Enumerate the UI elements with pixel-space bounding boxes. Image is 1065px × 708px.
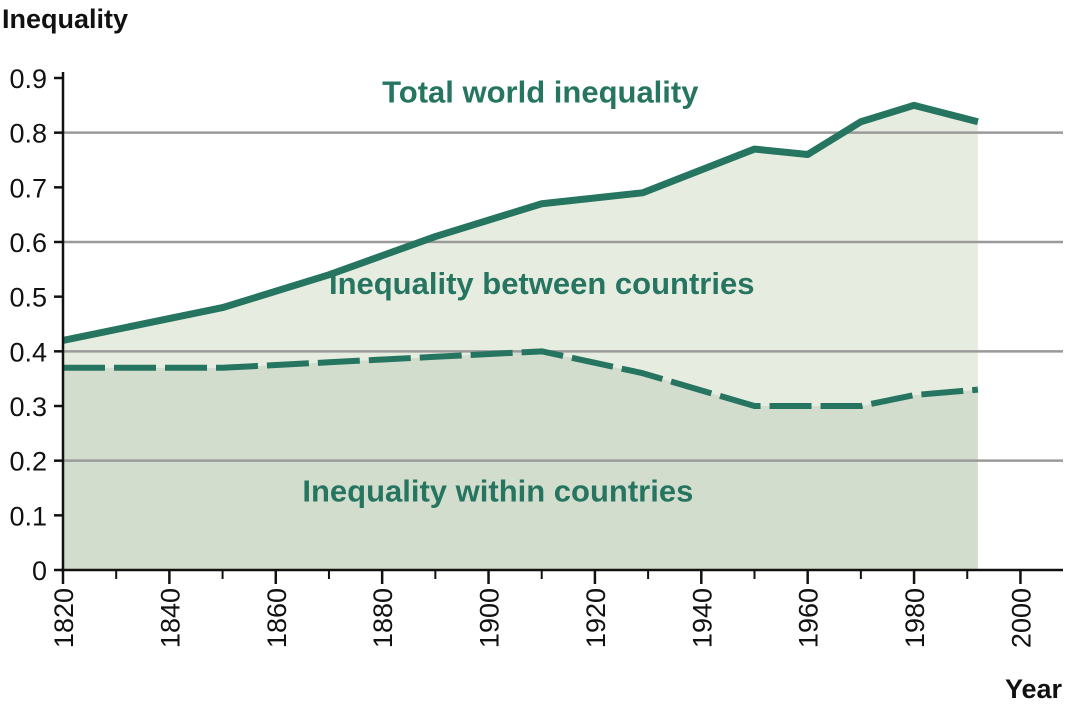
x-tick-label: 2000: [1006, 588, 1036, 648]
y-tick-label: 0.9: [9, 64, 47, 94]
y-tick-label: 0.7: [9, 173, 47, 203]
x-tick-label: 1960: [794, 588, 824, 648]
x-tick-label: 1920: [581, 588, 611, 648]
area-between-countries: [63, 105, 978, 406]
x-tick-label: 1820: [49, 588, 79, 648]
x-tick-label: 1840: [155, 588, 185, 648]
y-axis-title: Inequality: [2, 4, 128, 34]
annotation-label-0: Total world inequality: [382, 75, 699, 110]
y-tick-label: 0.5: [9, 283, 47, 313]
y-tick-label: 0.3: [9, 392, 47, 422]
series-line-within-countries: [63, 348, 979, 409]
x-tick-label: 1900: [475, 588, 505, 648]
annotation-label-1: Inequality between countries: [329, 266, 754, 301]
x-axis-title: Year: [1005, 674, 1063, 704]
x-tick-label: 1940: [687, 588, 717, 648]
y-tick-label: 0.6: [9, 228, 47, 258]
x-tick-label: 1880: [368, 588, 398, 648]
annotation-label-2: Inequality within countries: [302, 474, 693, 509]
y-tick-label: 0.1: [9, 501, 47, 531]
y-tick-label: 0.2: [9, 447, 47, 477]
series-line-total-world: [62, 101, 979, 344]
y-tick-label: 0.4: [9, 337, 47, 367]
x-tick-label: 1860: [262, 588, 292, 648]
x-tick-label: 1980: [900, 588, 930, 648]
y-tick-label: 0.8: [9, 119, 47, 149]
y-tick-label: 0: [32, 556, 47, 586]
